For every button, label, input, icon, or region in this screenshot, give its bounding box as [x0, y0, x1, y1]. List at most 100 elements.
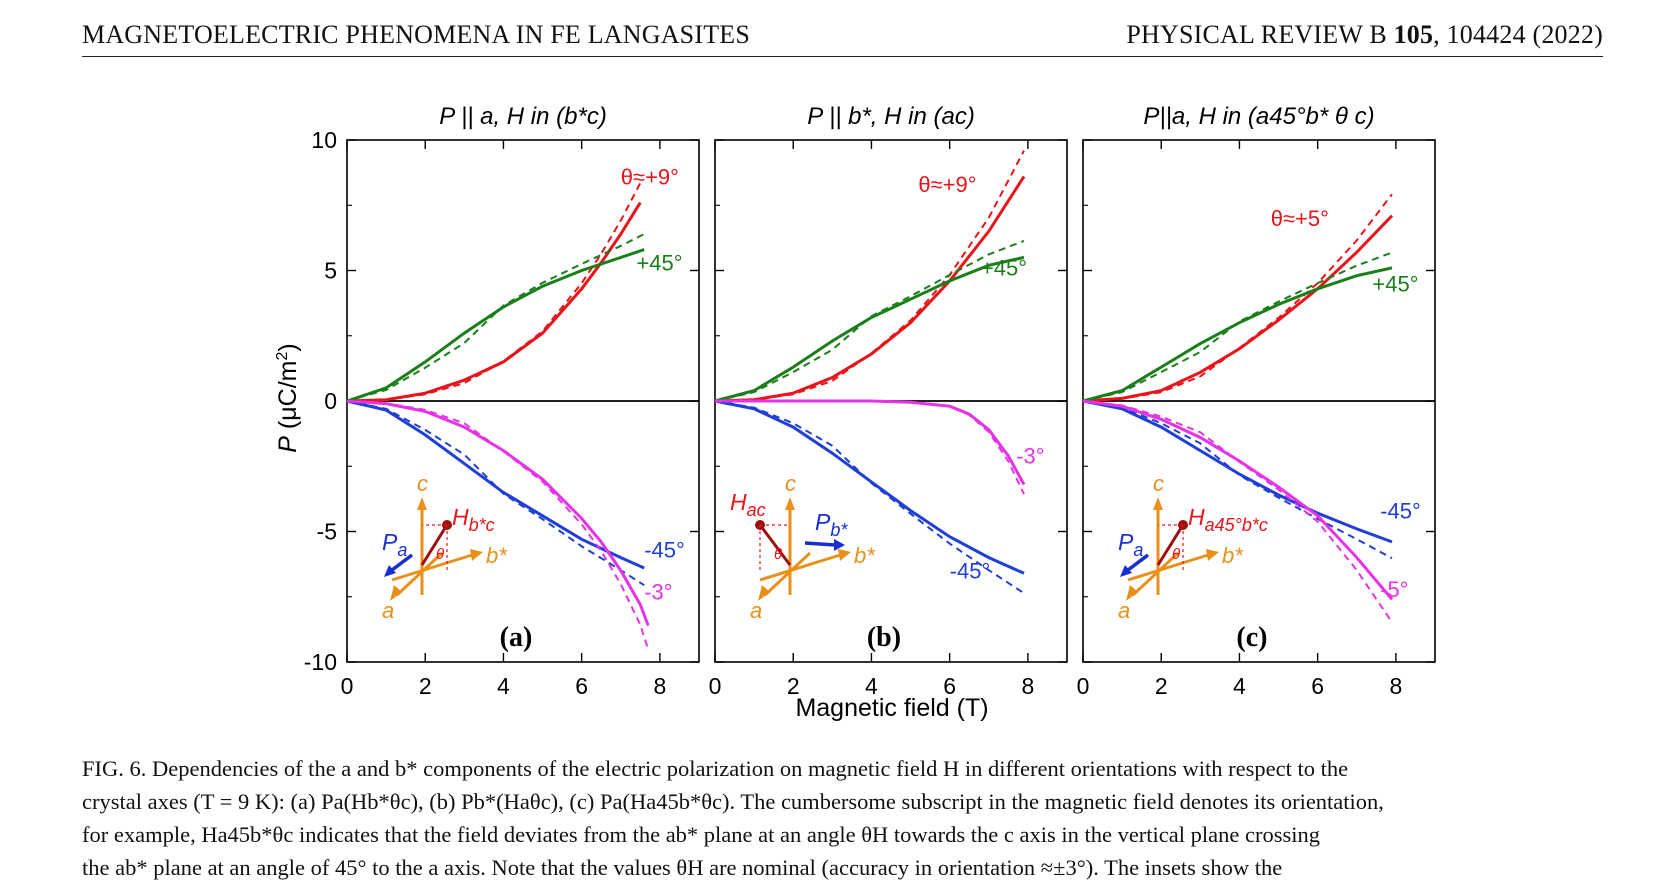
- x-tick-label: 6: [943, 673, 956, 699]
- chart-panel-c: 0 2 4 6 8 P||a, H in (a45°b* θ c) θ≈+5° +45° -45…: [1077, 103, 1436, 699]
- caption-line-3: for example, Ha45b*θc indicates that the…: [82, 822, 1320, 847]
- field-vector: [758, 524, 792, 566]
- x-tick-label: 6: [575, 673, 588, 699]
- caption-line-4: the ab* plane at an angle of 45° to the …: [82, 855, 1283, 880]
- polarization-vector: [804, 541, 836, 547]
- series-model-line: [346, 400, 645, 587]
- x-tick-label: 6: [1311, 673, 1324, 699]
- axis-c-label: c: [417, 471, 428, 496]
- series-model-line: [1082, 400, 1393, 623]
- axes-inset: c a b* θ Ha45°b*c Pa: [1118, 471, 1268, 623]
- series-label: -5°: [1380, 577, 1408, 602]
- chart-panel-a: 0 2 4 6 8 10 5 0 -5 -10 P || a, H in (b*c) θ≈+9° +45…: [304, 103, 700, 699]
- x-tick-label: 4: [1233, 673, 1246, 699]
- series-model-line: [714, 400, 1025, 595]
- caption-line-2: crystal axes (T = 9 K): (a) Pa(Hb*θc), (…: [82, 789, 1384, 814]
- theta-label: θ: [436, 546, 444, 563]
- series-model-line: [715, 400, 1025, 495]
- axis-b-arrow: [759, 553, 841, 582]
- axis-a-label: a: [382, 598, 394, 623]
- theta-label: θ: [1172, 546, 1180, 563]
- axis-a-arrow: [763, 551, 812, 597]
- series-label: -45°: [1380, 498, 1421, 523]
- arrowhead: [785, 497, 795, 510]
- series-line: [1082, 266, 1393, 403]
- axis-a-label: a: [1118, 598, 1130, 623]
- x-tick-label: 2: [419, 673, 432, 699]
- caption-line-1: FIG. 6. Dependencies of the a and b* com…: [82, 756, 1349, 781]
- y-tick-label: 5: [324, 258, 337, 284]
- arrowhead: [838, 549, 851, 561]
- series-line: [346, 399, 650, 627]
- figure-6: 0 2 4 6 8 10 5 0 -5 -10 P || a, H in (b*c) θ≈+9° +45…: [274, 103, 1436, 722]
- panel-letter: (c): [1236, 622, 1267, 653]
- axis-b-arrow: [1127, 553, 1209, 582]
- series-label: +45°: [1372, 271, 1418, 296]
- polarization-vector: [390, 553, 414, 572]
- x-tick-label: 0: [709, 673, 722, 699]
- series-label: -45°: [950, 558, 991, 583]
- arrowhead: [384, 565, 396, 577]
- axis-a-arrow: [1131, 551, 1180, 597]
- arrowhead: [470, 549, 483, 561]
- series-label: θ≈+9°: [621, 164, 679, 189]
- series-line: [714, 175, 1026, 403]
- arrowhead: [1206, 549, 1219, 561]
- arrowhead: [390, 585, 402, 601]
- series-line: [346, 201, 642, 403]
- series-model-line: [1082, 251, 1393, 402]
- y-tick-label: -10: [304, 649, 337, 675]
- axes-inset: c a b* θ Hb*c Pa: [382, 471, 508, 623]
- x-tick-label: 2: [787, 673, 800, 699]
- arrowhead: [1126, 585, 1138, 601]
- panel-letter: (b): [867, 622, 901, 653]
- axis-a-arrow: [395, 551, 444, 597]
- field-label: Ha45°b*c: [1188, 504, 1268, 535]
- axes-inset: c a b* θ Hac Pb*: [730, 471, 876, 623]
- arrowhead: [417, 497, 427, 510]
- running-header: MAGNETOELECTRIC PHENOMENA IN FE LANGASIT…: [82, 18, 1603, 57]
- axis-b-label: b*: [486, 543, 508, 568]
- y-tick-label: 10: [311, 127, 337, 153]
- series-label: -3°: [1016, 444, 1044, 469]
- figure-caption: FIG. 6. Dependencies of the a and b* com…: [82, 752, 1604, 884]
- polarization-label: Pa: [1118, 529, 1143, 560]
- polarization-label: Pa: [382, 529, 407, 560]
- arrowhead: [1153, 497, 1163, 510]
- panel-title: P || a, H in (b*c): [439, 103, 607, 130]
- series-line: [1082, 214, 1394, 403]
- field-vector: [1156, 524, 1185, 566]
- series-label: θ≈+9°: [918, 172, 976, 197]
- series-model-line: [1082, 193, 1393, 402]
- polarization-vector: [1126, 553, 1150, 572]
- theta-label: θ: [774, 546, 782, 563]
- arrowhead: [758, 585, 770, 601]
- arrowhead: [1120, 565, 1132, 577]
- field-vector: [420, 524, 449, 566]
- series-line: [1082, 399, 1393, 544]
- series-model-line: [346, 233, 645, 402]
- x-tick-label: 8: [1021, 673, 1034, 699]
- series-label: θ≈+5°: [1271, 206, 1329, 231]
- y-tick-label: 0: [324, 388, 337, 414]
- polarization-label: Pb*: [815, 509, 848, 540]
- y-axis-label: P (μC/m2): [274, 343, 302, 452]
- x-tick-label: 4: [865, 673, 878, 699]
- series-label: +45°: [636, 251, 682, 276]
- x-tick-label: 8: [1389, 673, 1402, 699]
- axis-b-label: b*: [1222, 543, 1244, 568]
- series-model-line: [346, 182, 642, 402]
- series-model-line: [714, 239, 1025, 402]
- running-title: MAGNETOELECTRIC PHENOMENA IN FE LANGASIT…: [82, 20, 751, 49]
- field-label: Hac: [730, 489, 766, 520]
- axis-a-label: a: [750, 598, 762, 623]
- series-label: -45°: [644, 538, 685, 563]
- series-model-line: [1082, 400, 1393, 560]
- x-tick-label: 4: [497, 673, 510, 699]
- x-tick-label: 2: [1155, 673, 1168, 699]
- series-line: [714, 255, 1025, 403]
- series-line: [346, 248, 645, 403]
- x-tick-label: 0: [1077, 673, 1090, 699]
- x-axis-label: Magnetic field (T): [795, 694, 988, 722]
- chart-panel-b: 0 2 4 6 8 P || b*, H in (ac) θ≈+9° +45° -45° -3° (…: [709, 103, 1068, 699]
